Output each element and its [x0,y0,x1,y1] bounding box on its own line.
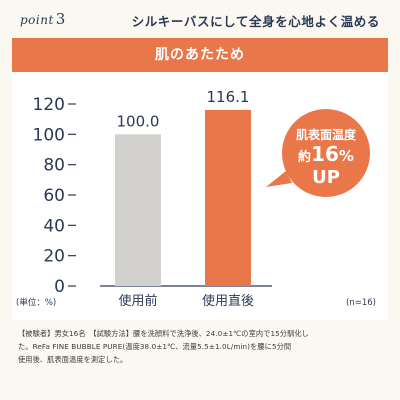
unit-label: (単位：%) [16,297,56,308]
footnote-line-1: 【被験者】男女16名 【試験方法】腰を洗顔料で洗浄後、24.0±1℃の室内で15… [18,329,309,338]
bar-chart: 0 20 40 60 80 100 120 100.0 使用前 116.1 使用直後 (単位：%) (n… [16,88,376,309]
footnote-line-3: 使用後、肌表面温度を測定した。 [18,355,128,364]
chart-title: 肌のあたため [12,38,388,72]
x-tick-label: 使用直後 [202,293,254,309]
chart-panel: 肌のあたため 0 20 40 60 80 100 120 100.0 使用前 116.1 使用直後 (… [12,38,388,320]
header: point 3 シルキーバスにして全身を心地よく温める [0,0,400,38]
y-tick-label: 60 [43,186,65,206]
headline: シルキーバスにして全身を心地よく温める [131,14,380,29]
y-tick-label: 40 [43,216,65,236]
bar [115,134,161,286]
point-text: point [20,13,54,27]
y-tick-label: 0 [54,277,65,297]
y-tick-label: 100 [33,125,65,145]
badge-line-2: 約16% [298,142,354,166]
footnote-line-2: た。ReFa FINE BUBBLE PURE(温度38.0±1℃、流量5.5±… [18,342,292,351]
footnote: 【被験者】男女16名 【試験方法】腰を洗顔料で洗浄後、24.0±1℃の室内で15… [18,327,388,366]
point-label: point 3 [20,10,66,28]
y-tick-label: 20 [43,247,65,267]
bar [205,109,251,286]
badge-line-1: 肌表面温度 [295,127,357,142]
point-number: 3 [55,10,66,28]
sample-size-label: (n=16) [346,298,376,308]
x-tick-label: 使用前 [118,293,157,309]
badge-circle [282,109,370,197]
badge-pointer [266,171,292,187]
data-label: 100.0 [117,112,160,130]
badge-line-3: UP [312,167,340,188]
y-tick-label: 120 [33,95,65,115]
data-label: 116.1 [207,88,250,106]
y-tick-label: 80 [43,156,65,176]
